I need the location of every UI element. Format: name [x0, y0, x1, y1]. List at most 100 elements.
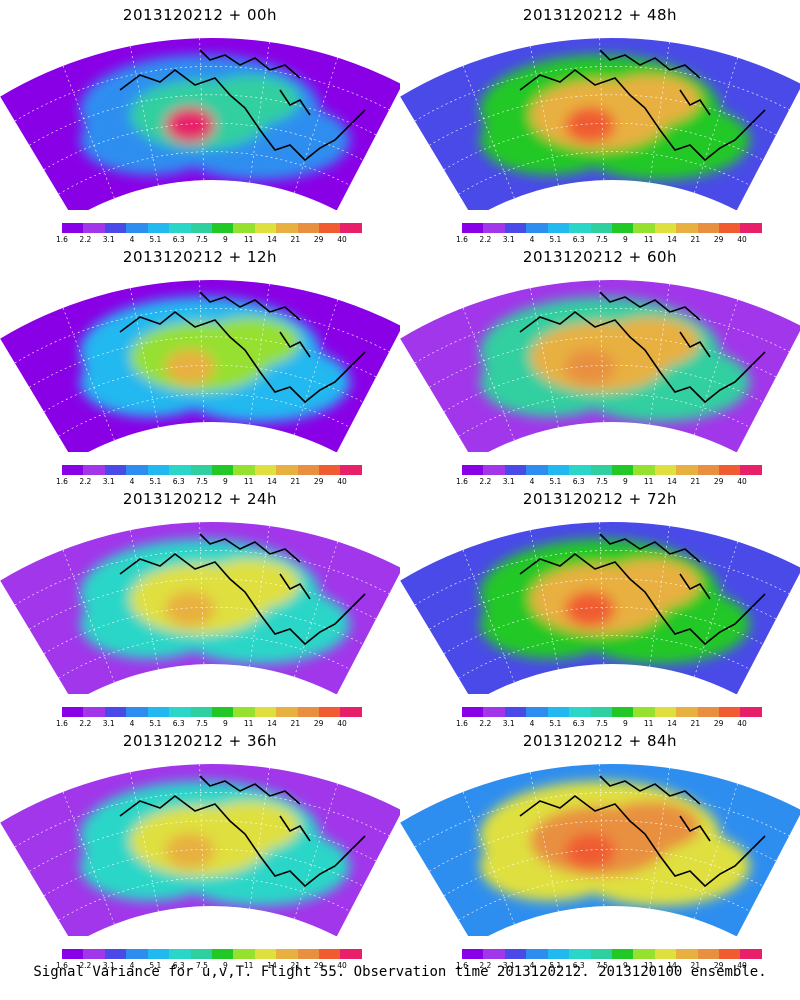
colorbar-swatch: [676, 949, 698, 959]
colorbar-tick-label: 6.3: [572, 477, 585, 486]
colorbar-tick-label: 21: [290, 477, 301, 486]
colorbar-tick-label: 4: [129, 719, 135, 728]
colorbar-swatch: [462, 465, 484, 475]
colorbar: [462, 465, 762, 475]
colorbar-swatch: [62, 223, 84, 233]
colorbar-tick-label: 4: [529, 477, 535, 486]
colorbar-tick-label: 2.2: [79, 235, 92, 244]
colorbar-swatch: [147, 223, 170, 233]
colorbar-tick-label: 4: [129, 477, 135, 486]
colorbar-swatch: [319, 949, 341, 959]
map-panel-12h: 2013120212 + 12h 1.6 2.2 3.1 4 5.1 6.3 7.5 9 11 14…: [0, 242, 400, 486]
colorbar-swatch: [654, 465, 677, 475]
colorbar-swatch: [633, 949, 655, 959]
colorbar-tick-label: 6.3: [572, 719, 585, 728]
colorbar-tick-label: 9: [222, 235, 228, 244]
colorbar-tick-label: 1.6: [456, 961, 468, 970]
colorbar-swatch: [590, 465, 612, 475]
colorbar-swatch: [104, 223, 127, 233]
colorbar-swatch: [569, 949, 591, 959]
colorbar-tick-label: 5.1: [149, 719, 162, 728]
colorbar-tick-label: 14: [267, 719, 277, 728]
colorbar-swatch: [104, 465, 127, 475]
colorbar-swatch: [697, 707, 720, 717]
colorbar-swatch: [569, 465, 591, 475]
colorbar-labels: 1.6 2.2 3.1 4 5.1 6.3 7.5 9 11 14 21 29 40: [456, 719, 762, 729]
colorbar-labels: 1.6 2.2 3.1 4 5.1 6.3 7.5 9 11 14 21 29 40: [456, 477, 762, 487]
colorbar-tick-label: 14: [267, 235, 277, 244]
colorbar-swatch: [483, 707, 505, 717]
variance-map: [0, 38, 400, 210]
colorbar-swatch: [740, 707, 762, 717]
colorbar-labels: 1.6 2.2 3.1 4 5.1 6.3 7.5 9 11 14 21 29 40: [56, 961, 362, 971]
colorbar-swatch: [297, 949, 320, 959]
colorbar-swatch: [276, 465, 298, 475]
colorbar-swatch: [254, 223, 277, 233]
colorbar-tick-label: 9: [622, 477, 628, 486]
colorbar-tick-label: 1.6: [456, 477, 468, 486]
colorbar-swatch: [462, 707, 484, 717]
colorbar-tick-label: 5.1: [149, 477, 162, 486]
colorbar-tick-label: 40: [737, 719, 747, 728]
colorbar-tick-label: 2.2: [479, 235, 492, 244]
panel-title: 2013120212 + 48h: [522, 6, 678, 24]
colorbar-swatch: [483, 949, 505, 959]
colorbar-labels: 1.6 2.2 3.1 4 5.1 6.3 7.5 9 11 14 21 29 40: [456, 235, 762, 245]
colorbar-tick-label: 11: [643, 477, 654, 486]
colorbar: [62, 707, 362, 717]
colorbar-tick-label: 21: [290, 961, 301, 970]
colorbar-tick-label: 40: [337, 961, 347, 970]
variance-map: [0, 280, 400, 452]
panel-title: 2013120212 + 24h: [122, 490, 278, 508]
colorbar-tick-label: 5.1: [149, 961, 162, 970]
colorbar-tick-label: 3.1: [502, 961, 515, 970]
colorbar-tick-label: 40: [737, 477, 747, 486]
colorbar-tick-label: 14: [667, 477, 677, 486]
colorbar-swatch: [462, 223, 484, 233]
colorbar-tick-label: 40: [337, 477, 347, 486]
colorbar-swatch: [740, 949, 762, 959]
colorbar-tick-label: 14: [267, 477, 277, 486]
colorbar-swatch: [697, 465, 720, 475]
panel-title: 2013120212 + 36h: [122, 732, 278, 750]
colorbar-swatch: [740, 465, 762, 475]
colorbar: [62, 465, 362, 475]
colorbar-swatch: [190, 707, 212, 717]
colorbar-swatch: [83, 223, 105, 233]
colorbar-tick-label: 6.3: [572, 961, 585, 970]
colorbar-swatch: [654, 223, 677, 233]
colorbar-swatch: [611, 223, 634, 233]
colorbar-tick-label: 6.3: [172, 961, 185, 970]
colorbar-swatch: [169, 949, 191, 959]
colorbar-swatch: [233, 465, 255, 475]
colorbar-swatch: [211, 707, 234, 717]
colorbar-swatch: [297, 707, 320, 717]
panel-title: 2013120212 + 00h: [122, 6, 278, 24]
colorbar-tick-label: 9: [222, 961, 228, 970]
colorbar-swatch: [340, 707, 362, 717]
colorbar-tick-label: 11: [643, 719, 654, 728]
colorbar-tick-label: 4: [529, 719, 535, 728]
colorbar: [462, 707, 762, 717]
variance-map: [0, 522, 400, 694]
colorbar-tick-label: 14: [267, 961, 277, 970]
colorbar-swatch: [169, 707, 191, 717]
panel-title: 2013120212 + 12h: [122, 248, 278, 266]
colorbar-tick-label: 1.6: [56, 719, 68, 728]
colorbar-swatch: [526, 949, 548, 959]
colorbar-tick-label: 7.5: [596, 477, 608, 486]
colorbar-tick-label: 7.5: [596, 719, 608, 728]
colorbar-tick-label: 3.1: [502, 477, 515, 486]
colorbar-tick-label: 40: [337, 235, 347, 244]
colorbar-swatch: [590, 707, 612, 717]
colorbar-swatch: [190, 223, 212, 233]
colorbar-swatch: [483, 223, 505, 233]
colorbar-tick-label: 1.6: [56, 961, 68, 970]
colorbar-swatch: [504, 465, 527, 475]
colorbar-swatch: [590, 949, 612, 959]
colorbar-swatch: [526, 223, 548, 233]
colorbar-swatch: [719, 949, 741, 959]
variance-map: [0, 764, 400, 936]
colorbar-swatch: [62, 465, 84, 475]
colorbar-swatch: [319, 223, 341, 233]
